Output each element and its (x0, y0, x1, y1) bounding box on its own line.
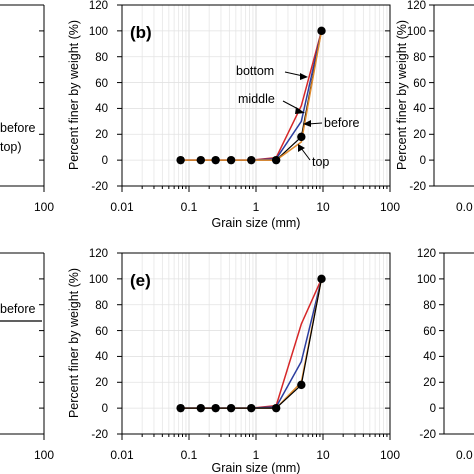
panel-e-x-tick-100: 100 (380, 448, 400, 462)
b-data-point (211, 155, 220, 165)
right-bottom-y-tick-40: 40 (423, 351, 436, 363)
b-data-point (317, 26, 326, 36)
left-bottom-right-ticks (39, 252, 44, 435)
b-data-point (196, 155, 205, 165)
panel-e-y-tick-120: 120 (89, 248, 108, 260)
b-data-point (247, 155, 256, 165)
b-data-point (176, 155, 185, 165)
left-top-partial-panel: 100 before top) (0, 4, 54, 214)
left-top-x-tick-100: 100 (34, 200, 54, 214)
panel-e-x-tick-0.1: 0.1 (181, 448, 198, 462)
panel-e-x-axis-label: Grain size (mm) (212, 461, 301, 474)
left-top-annotation-before: before (0, 121, 35, 135)
panel-e: (e) 120 100 80 60 40 20 0 -20 0.01 0.1 1… (67, 248, 400, 474)
panel-e-y-axis-label: Percent finer by weight (%) (67, 268, 81, 418)
annotation-bottom-arrowhead (300, 73, 308, 80)
right-bottom-y-tick-20: 20 (423, 377, 436, 389)
panel-e-y-tick-20: 20 (95, 377, 108, 389)
right-bottom-y-tick-60: 60 (423, 326, 436, 338)
panel-e-x-tick-10: 10 (316, 448, 330, 462)
panel-e-y-tick-60: 60 (95, 326, 108, 338)
e-data-point (226, 403, 236, 413)
left-bottom-x-tick-100: 100 (34, 448, 54, 462)
right-bottom-x-tick-partial: 0.0 (456, 448, 473, 462)
annotation-top-arrowhead (298, 144, 305, 152)
left-bottom-partial-panel: 100 before (0, 252, 54, 462)
panel-e-y-tick-0: 0 (102, 403, 108, 415)
panel-b-x-tick-10: 10 (316, 200, 330, 214)
panel-b-markers (176, 26, 326, 165)
annotation-middle-label: middle (238, 92, 275, 106)
panel-e-label: (e) (130, 271, 151, 290)
panel-e-y-tick-minus20: -20 (91, 429, 108, 441)
right-bottom-partial-panel: 120 100 80 60 40 20 0 -20 0.0 (417, 248, 474, 462)
panel-b-y-tick-40: 40 (95, 103, 108, 115)
panel-b-y-tick-100: 100 (89, 26, 108, 38)
right-top-y-tick-80: 80 (413, 52, 426, 64)
right-top-x-tick-partial: 0.0 (456, 200, 473, 214)
e-data-point (297, 380, 306, 390)
annotation-top-label: top (312, 155, 329, 169)
e-data-point (196, 403, 205, 413)
left-top-annotation-top: top) (0, 140, 22, 154)
annotation-before-label: before (324, 116, 359, 130)
right-bottom-y-tick-minus20: -20 (419, 429, 436, 441)
panel-b-x-tick-1: 1 (253, 200, 260, 214)
e-data-point (317, 274, 326, 284)
panel-e-ticks (117, 252, 391, 440)
left-top-right-ticks (39, 4, 44, 187)
right-top-partial-panel: 120 100 80 60 40 20 0 -20 Percent finer … (395, 0, 474, 214)
right-top-y-tick-100: 100 (407, 26, 426, 38)
right-top-y-tick-0: 0 (420, 155, 426, 167)
annotation-middle-arrowhead (295, 107, 305, 114)
e-data-point (211, 403, 220, 413)
e-data-point (247, 403, 256, 413)
right-top-y-tick-60: 60 (413, 78, 426, 90)
right-top-y-tick-120: 120 (407, 0, 426, 12)
panel-b-y-tick-120: 120 (89, 0, 108, 12)
panel-b-y-tick-0: 0 (102, 155, 108, 167)
e-data-point (271, 403, 281, 413)
panel-b-label: (b) (130, 23, 152, 42)
panel-b-y-tick-20: 20 (95, 129, 108, 141)
annotation-bottom-label: bottom (236, 64, 274, 78)
panel-e-x-tick-1: 1 (253, 448, 260, 462)
panel-e-y-tick-80: 80 (95, 300, 108, 312)
panel-b-x-axis-label: Grain size (mm) (212, 216, 301, 230)
panel-e-grid (121, 252, 390, 435)
right-top-y-tick-20: 20 (413, 129, 426, 141)
right-top-y-axis-label: Percent finer by weight (%) (395, 20, 409, 170)
right-bottom-y-tick-120: 120 (417, 248, 436, 260)
right-bottom-y-tick-100: 100 (417, 274, 436, 286)
panel-b-x-tick-100: 100 (380, 200, 400, 214)
right-bottom-y-tick-80: 80 (423, 300, 436, 312)
right-bottom-y-ticks (439, 252, 444, 435)
panel-e-markers (176, 274, 326, 413)
panel-b-y-axis-label: Percent finer by weight (%) (67, 20, 81, 170)
e-data-point (176, 403, 185, 413)
panel-b: (b) 120 100 80 60 40 20 0 -20 0.01 0.1 1… (67, 0, 400, 230)
b-data-point (297, 132, 306, 142)
panel-e-y-tick-100: 100 (89, 274, 108, 286)
panel-b-y-tick-minus20: -20 (91, 181, 108, 193)
right-top-y-tick-40: 40 (413, 103, 426, 115)
panel-b-x-tick-0.1: 0.1 (181, 200, 198, 214)
panel-b-y-tick-60: 60 (95, 78, 108, 90)
panel-b-ticks (117, 4, 391, 192)
left-bottom-annotation-before: before (0, 302, 35, 316)
b-data-point (226, 155, 236, 165)
right-bottom-y-tick-0: 0 (430, 403, 436, 415)
panel-b-x-tick-0.01: 0.01 (110, 200, 134, 214)
annotation-top-leader (300, 147, 311, 161)
right-top-y-tick-minus20: -20 (409, 181, 426, 193)
panel-e-y-tick-40: 40 (95, 351, 108, 363)
panel-b-y-tick-80: 80 (95, 52, 108, 64)
b-data-point (271, 155, 281, 165)
right-top-y-ticks (429, 4, 434, 187)
panel-e-x-tick-0.01: 0.01 (110, 448, 134, 462)
annotation-before-arrowhead (303, 120, 311, 127)
